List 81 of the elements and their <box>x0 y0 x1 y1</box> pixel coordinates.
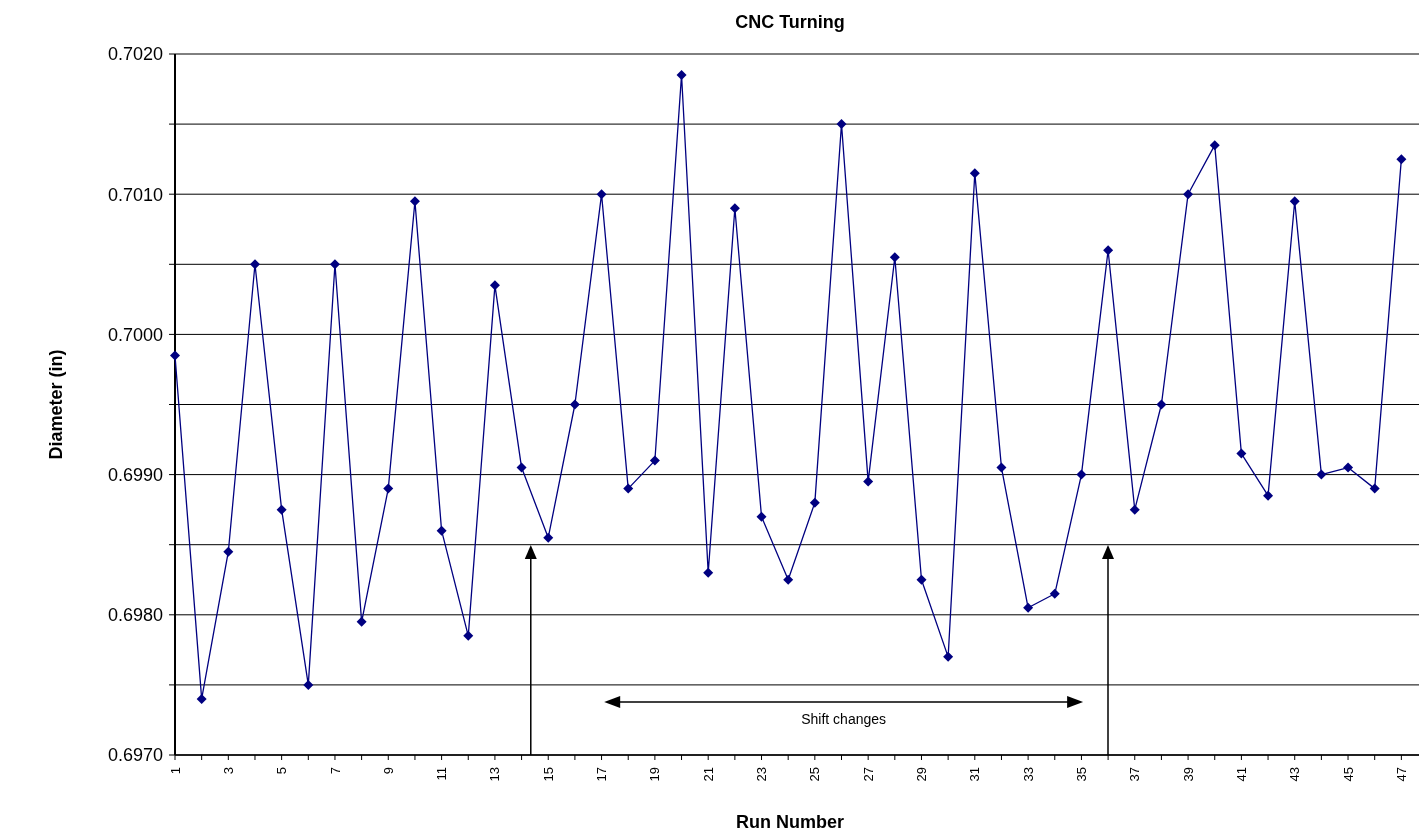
point <box>409 196 420 207</box>
point <box>1396 154 1407 165</box>
point <box>703 567 714 578</box>
x-tick-label: 47 <box>1393 767 1409 782</box>
point <box>249 259 260 270</box>
point <box>756 511 767 522</box>
x-tick-label: 27 <box>860 767 876 782</box>
y-tick-label: 0.6990 <box>107 464 163 485</box>
y-tick-label: 0.6970 <box>107 745 163 766</box>
x-tick-label: 17 <box>594 767 610 782</box>
point <box>1183 189 1194 200</box>
x-tick-label: 33 <box>1020 767 1036 782</box>
chart-title: CNC Turning <box>735 12 845 32</box>
point <box>1103 245 1114 256</box>
point <box>1263 490 1274 501</box>
point <box>1316 469 1327 480</box>
x-tick-label: 21 <box>700 767 716 782</box>
x-tick-label: 37 <box>1127 767 1143 782</box>
point <box>1209 140 1220 151</box>
y-tick-label: 0.7000 <box>107 324 163 345</box>
y-tick-label: 0.6980 <box>107 605 163 626</box>
x-tick-label: 7 <box>327 767 343 775</box>
point <box>676 70 687 81</box>
point <box>1289 196 1300 207</box>
point <box>276 504 287 515</box>
annotation: Shift changes <box>801 711 887 727</box>
point <box>569 399 580 410</box>
x-tick-label: 5 <box>274 767 290 775</box>
x-tick-label: 31 <box>967 767 983 782</box>
point <box>1049 588 1060 599</box>
point <box>623 483 634 494</box>
point <box>436 525 447 536</box>
point <box>889 252 900 263</box>
point <box>596 189 607 200</box>
x-tick-label: 29 <box>914 767 930 782</box>
x-tick-label: 15 <box>540 767 556 782</box>
point <box>1369 483 1380 494</box>
x-tick-label: 43 <box>1287 767 1303 782</box>
x-tick-label: 19 <box>647 767 663 782</box>
point <box>463 630 474 641</box>
x-tick-label: 35 <box>1073 767 1089 782</box>
x-tick-label: 1 <box>167 767 183 775</box>
point <box>1076 469 1087 480</box>
point <box>1236 448 1247 459</box>
x-tick-label: 3 <box>220 767 236 775</box>
point <box>1343 462 1354 473</box>
point <box>836 119 847 130</box>
x-tick-label: 39 <box>1180 767 1196 782</box>
x-axis-title: Run Number <box>736 812 844 832</box>
point <box>223 546 234 557</box>
point <box>303 679 314 690</box>
point <box>943 651 954 662</box>
point <box>1129 504 1140 515</box>
y-tick-label: 0.7010 <box>107 184 163 205</box>
x-tick-label: 23 <box>754 767 770 782</box>
point <box>916 574 927 585</box>
x-tick-label: 41 <box>1233 767 1249 782</box>
point <box>783 574 794 585</box>
point <box>809 497 820 508</box>
point <box>383 483 394 494</box>
x-tick-label: 9 <box>380 767 396 775</box>
point <box>1156 399 1167 410</box>
x-tick-label: 45 <box>1340 767 1356 782</box>
y-axis-title: Diameter (in) <box>46 349 66 460</box>
point <box>729 203 740 214</box>
point <box>1023 602 1034 613</box>
point <box>170 350 180 361</box>
point <box>489 280 500 291</box>
point <box>196 693 207 704</box>
point <box>516 462 527 473</box>
point <box>356 616 367 627</box>
point <box>543 532 554 543</box>
point <box>329 259 340 270</box>
y-tick-label: 0.7020 <box>107 44 163 65</box>
point <box>863 476 874 487</box>
point <box>649 455 660 466</box>
point <box>996 462 1007 473</box>
point <box>969 168 980 179</box>
x-tick-label: 13 <box>487 767 503 782</box>
x-tick-label: 25 <box>807 767 823 782</box>
x-tick-label: 11 <box>434 767 450 781</box>
